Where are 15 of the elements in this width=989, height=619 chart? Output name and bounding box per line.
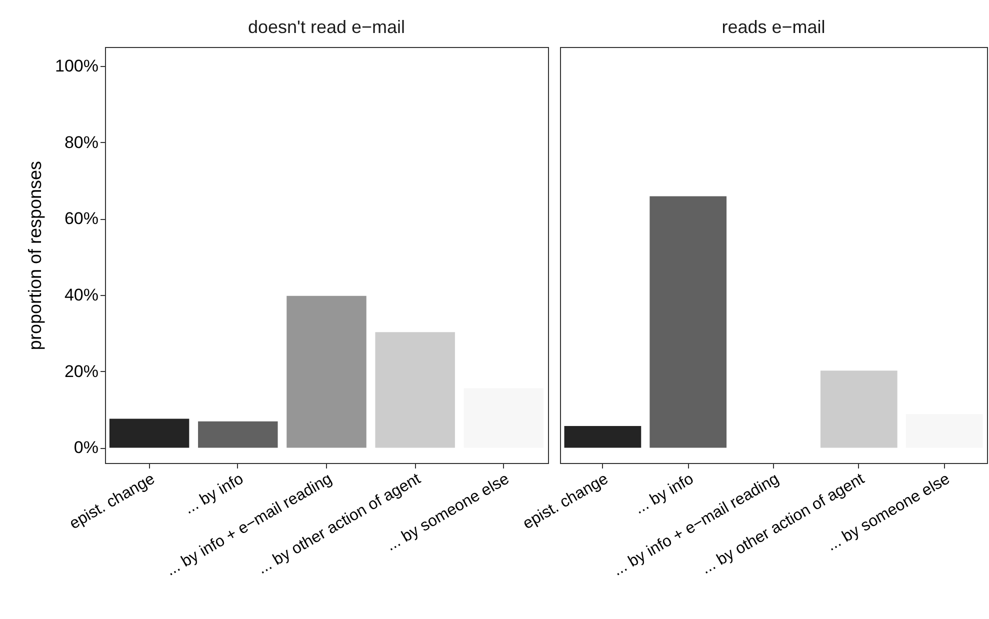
y-tick-label: 0% <box>74 438 98 458</box>
y-tick-label: 80% <box>64 132 98 152</box>
y-tick-label: 100% <box>55 56 98 76</box>
chart-title: doesn't read e−mail <box>248 17 406 37</box>
chart-title: reads e−mail <box>722 17 826 37</box>
bar <box>286 296 366 448</box>
bar <box>375 332 455 448</box>
y-axis-title: proportion of responses <box>25 160 46 350</box>
y-tick-label: 40% <box>64 286 98 305</box>
bar <box>109 418 190 448</box>
x-tick-label: ... by info <box>632 470 697 518</box>
x-tick-label: ... by info <box>182 470 246 518</box>
y-tick-label: 20% <box>64 362 98 381</box>
y-tick-label: 60% <box>64 209 98 228</box>
bar <box>198 421 278 448</box>
